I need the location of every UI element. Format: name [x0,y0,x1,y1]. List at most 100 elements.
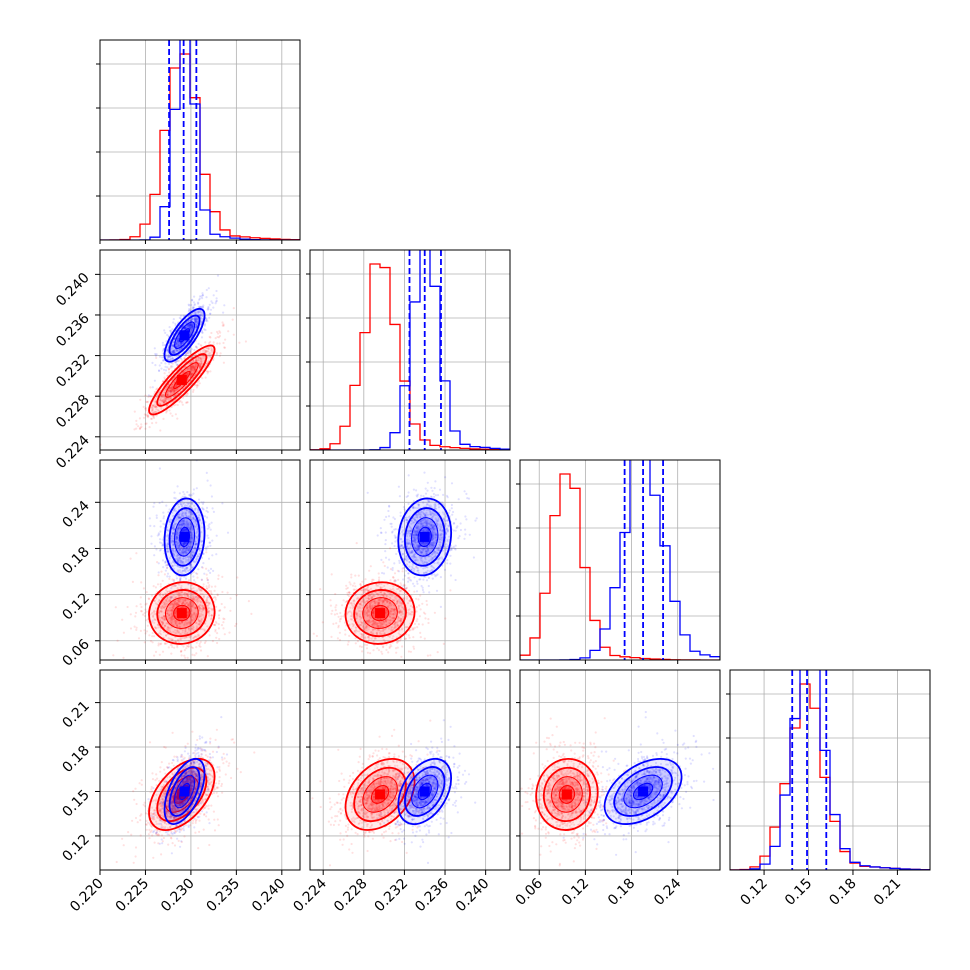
scatter-point [165,410,168,413]
scatter-point [186,622,189,625]
scatter-point [176,625,179,628]
scatter-point [163,624,166,627]
scatter-point [157,369,161,372]
scatter-point [178,515,181,518]
scatter-point [196,384,199,387]
scatter-point [135,628,138,632]
scatter-point [198,357,201,360]
scatter-point [411,627,415,630]
scatter-point [166,366,169,369]
scatter-point [175,535,178,539]
scatter-point [157,532,160,535]
scatter-point [185,547,188,550]
scatter-point [183,649,186,652]
scatter-point [166,590,169,594]
scatter-point [174,619,177,623]
scatter-point [186,545,189,548]
scatter-point [153,390,156,393]
scatter-point [196,356,199,360]
scatter-point [337,624,340,627]
scatter-point [213,595,216,599]
scatter-point [186,369,189,372]
scatter-point [166,393,169,397]
scatter-point [159,403,162,406]
scatter-point [215,352,218,355]
scatter-point [182,530,185,533]
scatter-point [160,607,163,610]
scatter-point [175,564,178,567]
scatter-point [191,355,194,358]
scatter-point [171,549,175,553]
scatter-point [173,603,176,606]
scatter-point [192,637,195,640]
scatter-point [138,427,141,430]
scatter-point [178,560,181,563]
scatter-point [184,354,187,357]
scatter-point [171,388,175,391]
scatter-point [159,633,162,636]
scatter-point [370,631,373,634]
scatter-point [206,347,209,350]
scatter-point [116,639,119,642]
scatter-point [186,604,189,607]
scatter-point [176,338,180,341]
scatter-point [221,324,224,327]
scatter-point [360,633,363,636]
panel-frame [99,459,301,661]
scatter-point [218,617,221,620]
scatter-point [165,642,168,645]
scatter-point [211,350,214,353]
scatter-point [170,350,173,353]
scatter-point [198,622,202,625]
scatter-point [377,601,380,604]
scatter-point [388,645,391,648]
scatter-point [193,366,196,369]
scatter-point [190,373,193,376]
scatter-point [371,620,374,623]
scatter-point [162,417,165,420]
scatter-point [156,623,159,627]
scatter-point [193,312,196,315]
scatter-point [157,600,160,603]
scatter-point [188,605,191,608]
scatter-point [181,523,184,526]
scatter-point [171,619,174,622]
scatter-point [161,544,165,547]
scatter-point [149,640,153,643]
scatter-point [170,643,174,646]
scatter-point [379,585,382,589]
scatter-point [178,592,181,595]
scatter-point [181,549,184,552]
scatter-point [380,599,383,603]
scatter-point [166,357,169,360]
scatter-point [167,519,171,522]
scatter-point [404,626,407,629]
scatter-point [173,389,176,392]
scatter-point [175,591,178,594]
scatter-point [404,587,407,590]
scatter-point [176,587,179,590]
scatter-point [168,598,171,602]
scatter-point [198,623,201,626]
scatter-point [156,387,159,390]
scatter-point [186,522,189,525]
scatter-point [175,522,178,525]
scatter-point [189,326,192,329]
scatter-point [175,543,178,547]
scatter-point [362,628,365,631]
scatter-point [376,602,379,605]
scatter-point [190,525,193,528]
scatter-point [161,604,164,607]
scatter-point [187,320,190,323]
scatter-point [150,542,153,545]
scatter-point [161,622,164,626]
scatter-point [167,353,170,356]
scatter-point [217,336,221,339]
scatter-point [172,617,175,621]
scatter-point [174,497,177,500]
scatter-point [167,389,170,392]
scatter-point [356,611,359,615]
scatter-point [198,366,201,369]
scatter-point [199,607,202,611]
scatter-point [185,546,188,549]
